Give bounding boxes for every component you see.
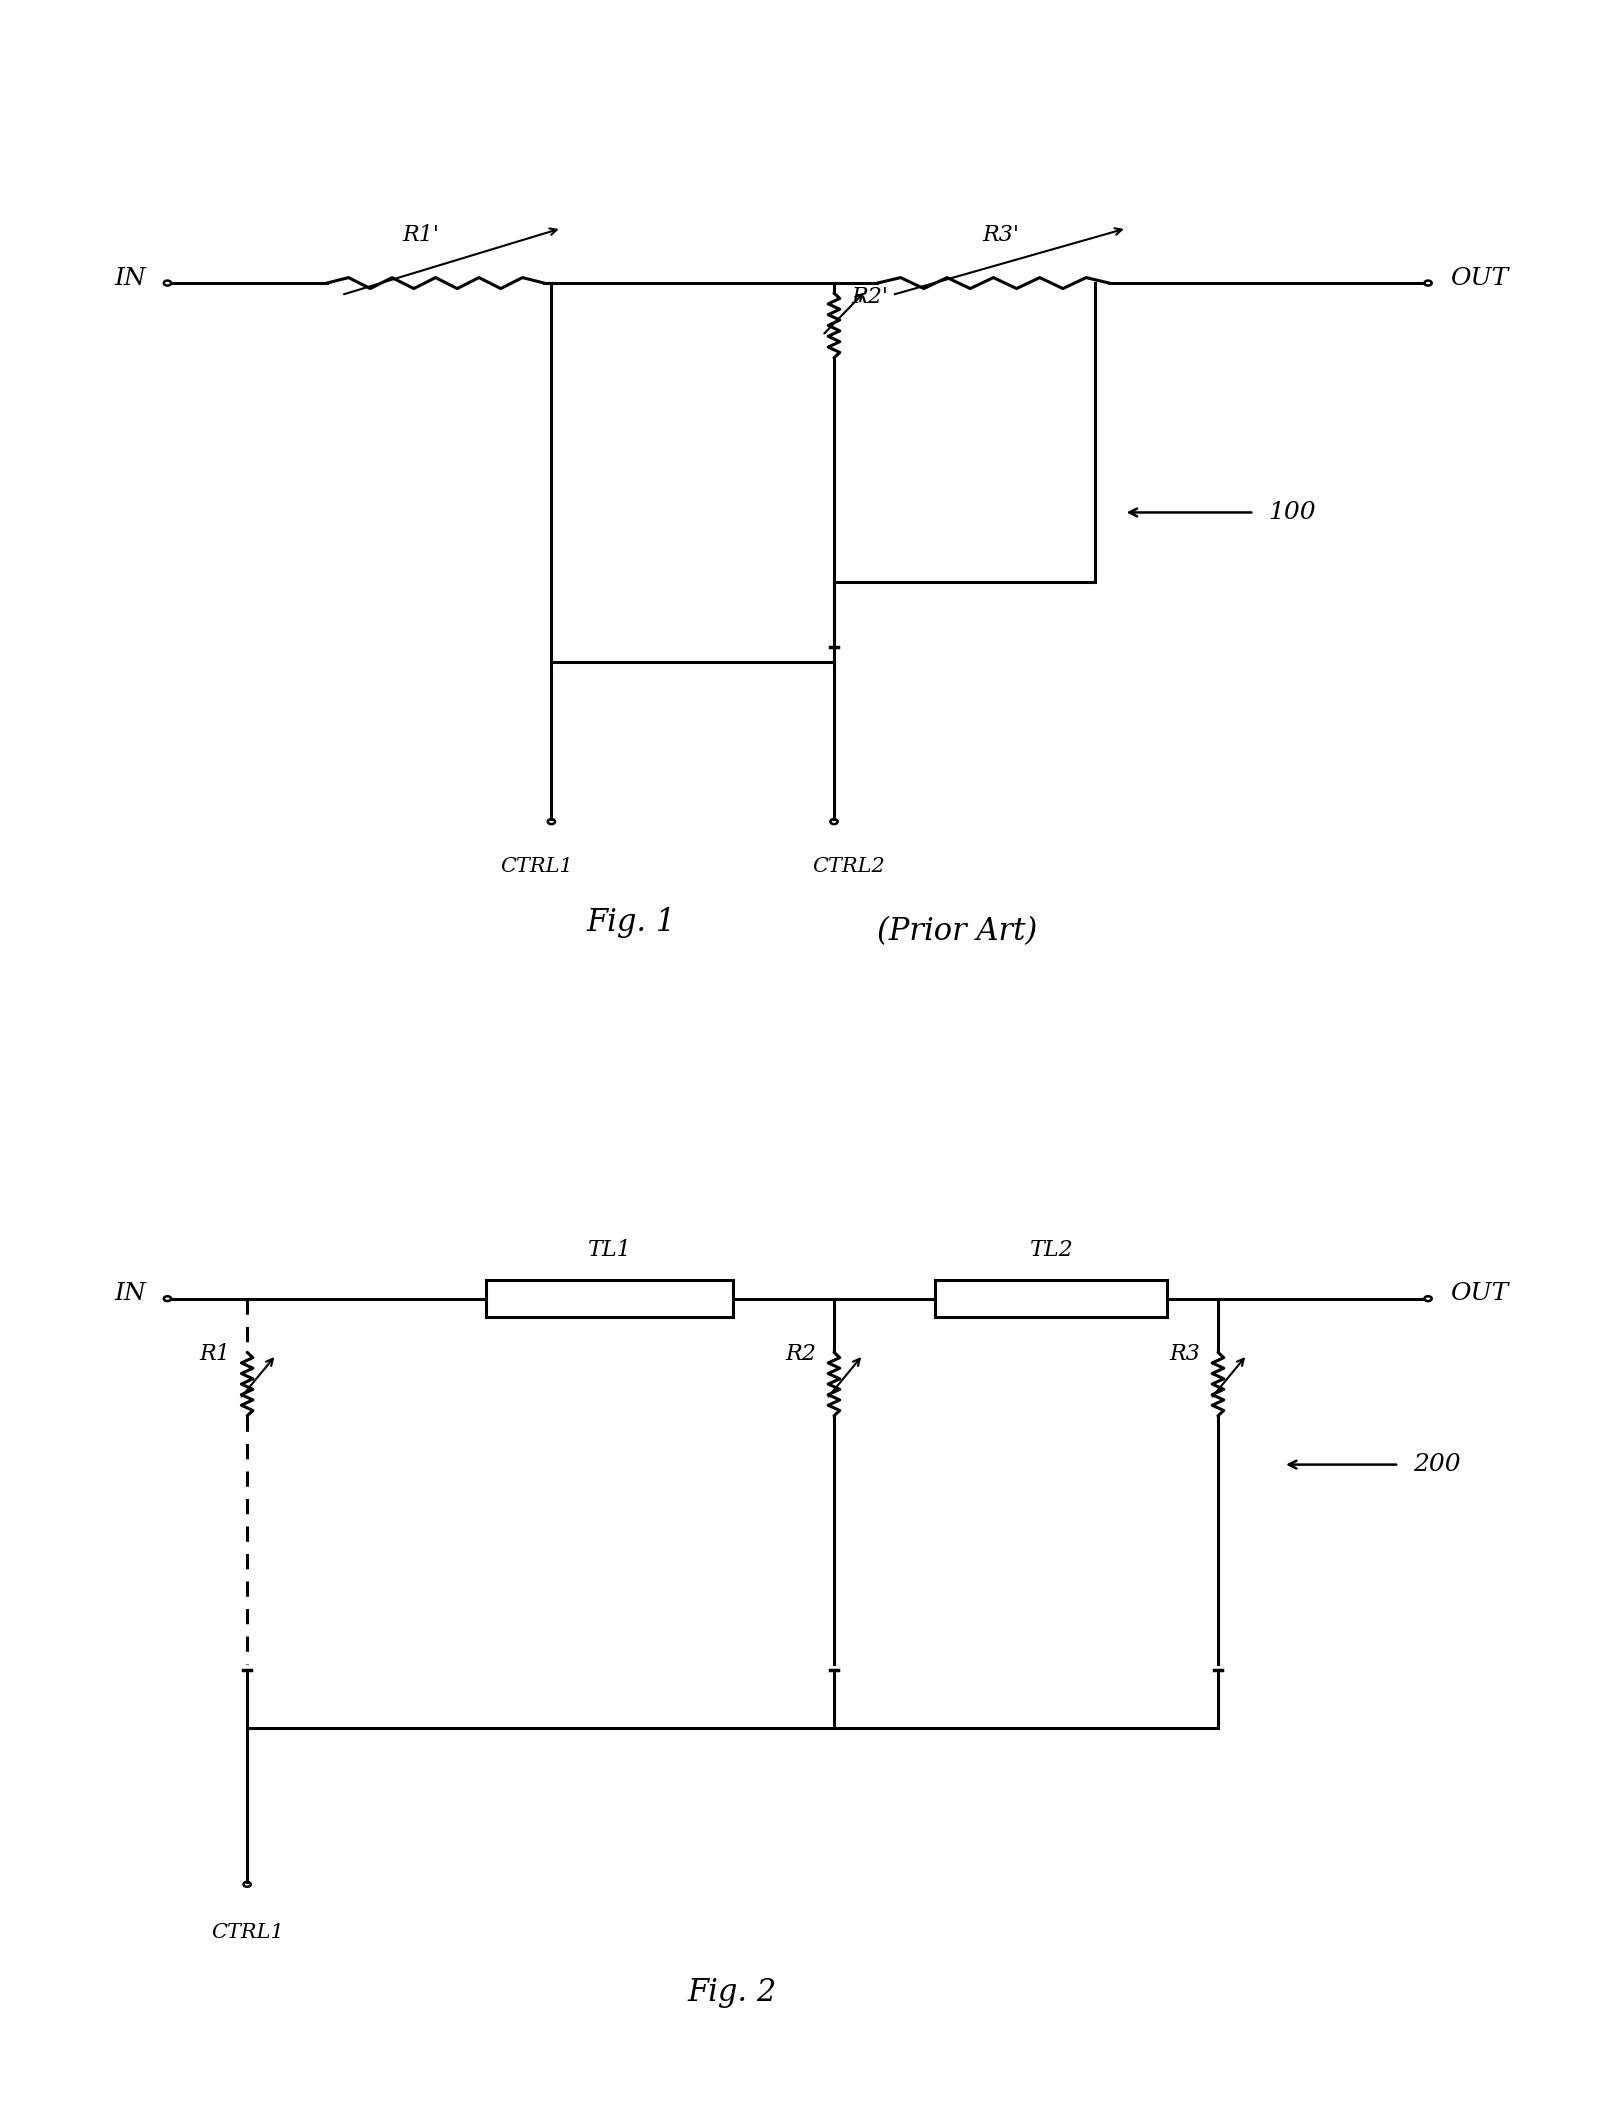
- Text: R2': R2': [852, 286, 889, 308]
- Text: TL1: TL1: [588, 1239, 631, 1260]
- Text: IN: IN: [114, 267, 147, 289]
- Text: Fig. 1: Fig. 1: [586, 908, 676, 938]
- Text: CTRL1: CTRL1: [501, 857, 573, 876]
- Text: OUT: OUT: [1451, 1282, 1509, 1305]
- Text: OUT: OUT: [1451, 267, 1509, 289]
- Text: 200: 200: [1414, 1454, 1462, 1477]
- Text: 100: 100: [1269, 501, 1317, 524]
- Text: CTRL1: CTRL1: [211, 1923, 283, 1942]
- Text: R1: R1: [200, 1343, 230, 1364]
- Text: Fig. 2: Fig. 2: [687, 1978, 778, 2007]
- Text: R3': R3': [982, 225, 1019, 246]
- Bar: [935, 1280, 1167, 1318]
- Text: IN: IN: [114, 1282, 147, 1305]
- Bar: [486, 1280, 733, 1318]
- Text: TL2: TL2: [1029, 1239, 1074, 1260]
- Text: CTRL2: CTRL2: [811, 857, 886, 876]
- Text: R3: R3: [1170, 1343, 1201, 1364]
- Text: R1': R1': [402, 225, 440, 246]
- Text: R2: R2: [786, 1343, 816, 1364]
- Text: (Prior Art): (Prior Art): [877, 917, 1038, 946]
